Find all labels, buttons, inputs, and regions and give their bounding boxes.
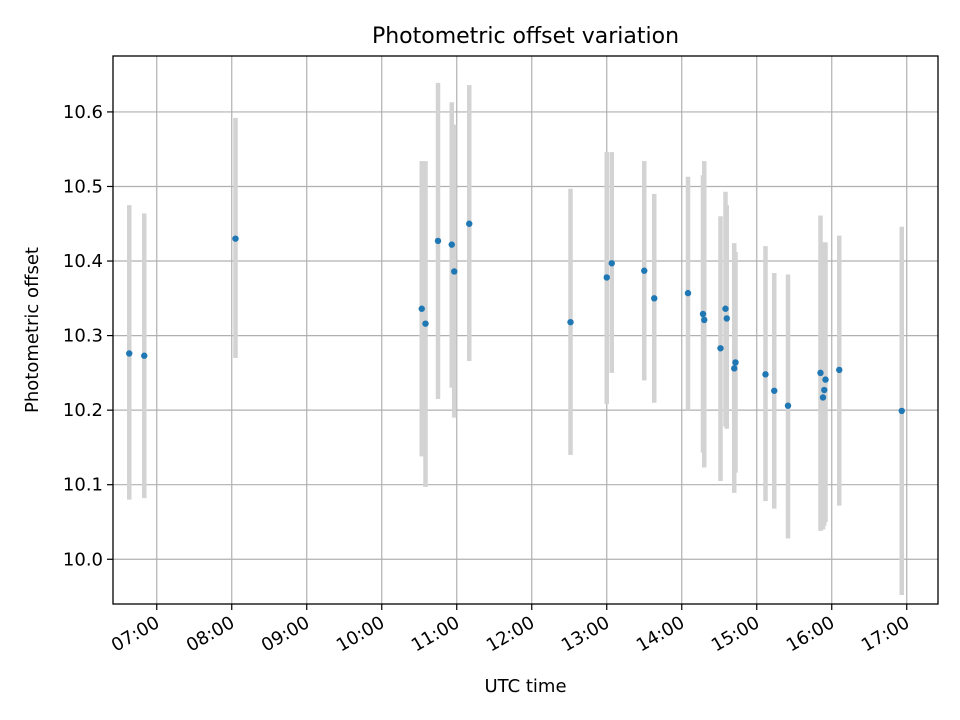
data-point <box>722 305 729 312</box>
data-point <box>608 260 615 267</box>
data-point <box>126 350 133 357</box>
data-point <box>651 295 658 302</box>
x-tick-label: 17:00 <box>858 612 913 656</box>
data-point <box>819 394 827 401</box>
x-tick-label: 09:00 <box>258 612 313 656</box>
data-point <box>603 274 610 281</box>
y-axis: 10.0 10.1 10.2 10.3 10.4 10.5 10.6 <box>63 102 113 570</box>
y-tick-label: 10.5 <box>63 176 103 197</box>
y-tick-label: 10.0 <box>63 549 103 570</box>
data-point <box>567 318 574 326</box>
data-point <box>732 359 739 366</box>
y-tick-label: 10.6 <box>63 102 103 123</box>
data-point <box>821 386 828 394</box>
data-point <box>701 316 708 324</box>
y-axis-label: Photometric offset <box>22 247 43 413</box>
data-point <box>717 345 724 352</box>
plot-frame <box>112 55 939 605</box>
data-point <box>418 305 425 312</box>
error-bars <box>127 82 904 596</box>
data-point <box>141 352 148 359</box>
x-tick-label: 14:00 <box>633 612 688 656</box>
data-point <box>836 366 843 374</box>
x-axis-label: UTC time <box>484 676 566 697</box>
data-points <box>126 220 905 415</box>
x-tick-label: 13:00 <box>558 612 613 656</box>
data-point <box>898 407 905 415</box>
data-point <box>784 402 792 409</box>
y-tick-label: 10.4 <box>63 251 103 272</box>
y-tick-label: 10.1 <box>63 475 103 496</box>
y-tick-label: 10.2 <box>63 400 103 421</box>
data-point <box>731 365 738 372</box>
x-tick-label: 16:00 <box>783 612 838 656</box>
data-point <box>451 268 458 275</box>
data-point <box>723 315 730 322</box>
data-point <box>822 376 829 383</box>
data-point <box>422 320 429 327</box>
x-tick-label: 15:00 <box>708 612 763 656</box>
grid <box>113 56 938 604</box>
data-point <box>434 237 442 245</box>
data-point <box>448 241 455 248</box>
data-point <box>771 387 778 394</box>
x-tick-label: 10:00 <box>333 612 388 656</box>
chart-title: Photometric offset variation <box>372 24 679 49</box>
x-tick-label: 07:00 <box>108 612 163 656</box>
data-point <box>699 310 707 318</box>
data-point <box>466 220 473 227</box>
data-point <box>232 235 239 242</box>
x-axis: 07:00 08:00 09:00 10:00 11:00 12:00 13:00 14:00… <box>108 604 913 656</box>
data-point <box>817 369 824 377</box>
data-point <box>641 267 648 274</box>
data-point <box>684 289 692 297</box>
y-tick-label: 10.3 <box>63 326 103 347</box>
x-tick-label: 08:00 <box>183 612 238 656</box>
x-tick-label: 12:00 <box>483 612 538 656</box>
data-point <box>762 371 769 378</box>
x-tick-label: 11:00 <box>408 612 463 656</box>
